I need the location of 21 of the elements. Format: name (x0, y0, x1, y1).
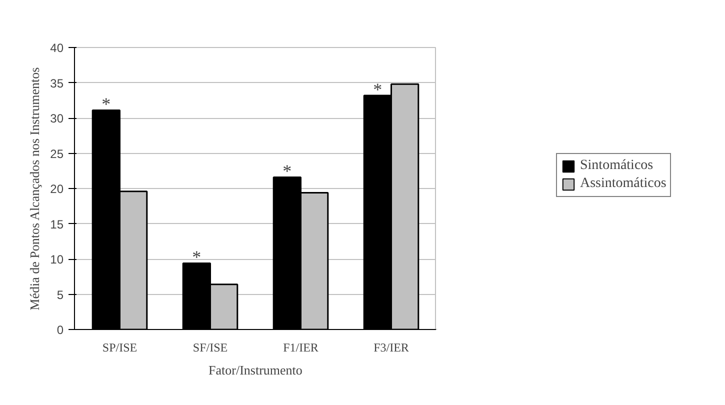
x-tick-label: SF/ISE (192, 340, 228, 354)
x-tick-label: SP/ISE (102, 340, 138, 354)
annotation: * (102, 94, 111, 114)
y-tick-label: 20 (50, 182, 64, 196)
y-tick-label: 10 (50, 252, 64, 266)
y-tick-label: 25 (50, 146, 64, 161)
y-tick-label: 40 (50, 41, 64, 55)
y-tick-label: 0 (56, 323, 64, 337)
annotation: * (192, 247, 202, 268)
legend-label: Sintomáticos (580, 158, 654, 174)
y-tick-label: 5 (56, 288, 64, 302)
y-axis-title: Média de Pontos Alcançados nos Instrumentos (27, 67, 42, 310)
y-tick-label: 30 (50, 112, 64, 126)
annotation: * (373, 79, 382, 100)
x-tick-label: F3/IER (374, 340, 409, 354)
x-axis-title: Fator/Instrumento (208, 362, 302, 378)
annotation: * (282, 161, 292, 182)
x-tick-label: F1/IER (283, 340, 318, 354)
legend-label: Assintomáticos (580, 176, 666, 192)
y-tick-label: 35 (50, 76, 64, 90)
y-tick-label: 15 (50, 217, 64, 232)
